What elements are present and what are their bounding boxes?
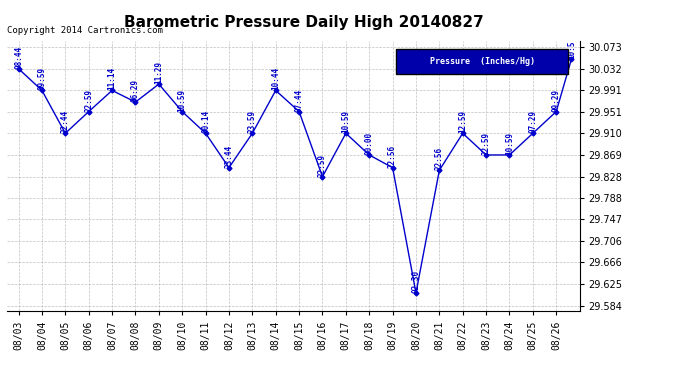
Text: Barometric Pressure Daily High 20140827: Barometric Pressure Daily High 20140827 xyxy=(124,15,484,30)
Text: 10:59: 10:59 xyxy=(178,88,187,112)
Text: 02:30: 02:30 xyxy=(411,270,420,293)
Text: 10:59: 10:59 xyxy=(505,132,514,155)
Text: 22:56: 22:56 xyxy=(388,144,397,168)
Text: 11:29: 11:29 xyxy=(155,61,164,84)
Text: 10:59: 10:59 xyxy=(342,110,351,133)
Text: 12:59: 12:59 xyxy=(458,110,467,133)
Text: 09:29: 09:29 xyxy=(552,88,561,112)
Text: 08:44: 08:44 xyxy=(14,46,23,69)
Text: 22:59: 22:59 xyxy=(318,153,327,177)
Text: 07:29: 07:29 xyxy=(529,110,538,133)
Text: Pressure  (Inches/Hg): Pressure (Inches/Hg) xyxy=(430,57,535,66)
Text: 22:56: 22:56 xyxy=(435,147,444,170)
Text: 00:00: 00:00 xyxy=(365,132,374,155)
FancyBboxPatch shape xyxy=(396,50,568,74)
Text: 23:44: 23:44 xyxy=(224,144,233,168)
Text: 00:14: 00:14 xyxy=(201,110,210,133)
Text: 22:44: 22:44 xyxy=(61,110,70,133)
Text: 22:59: 22:59 xyxy=(482,132,491,155)
Text: 11:14: 11:14 xyxy=(108,67,117,90)
Text: 10:5: 10:5 xyxy=(567,41,576,59)
Text: 07:44: 07:44 xyxy=(295,88,304,112)
Text: 10:44: 10:44 xyxy=(271,67,280,90)
Text: Copyright 2014 Cartronics.com: Copyright 2014 Cartronics.com xyxy=(7,26,163,35)
Text: 22:59: 22:59 xyxy=(84,88,93,112)
Text: 06:29: 06:29 xyxy=(131,79,140,102)
Text: 09:59: 09:59 xyxy=(37,67,46,90)
Text: 23:59: 23:59 xyxy=(248,110,257,133)
